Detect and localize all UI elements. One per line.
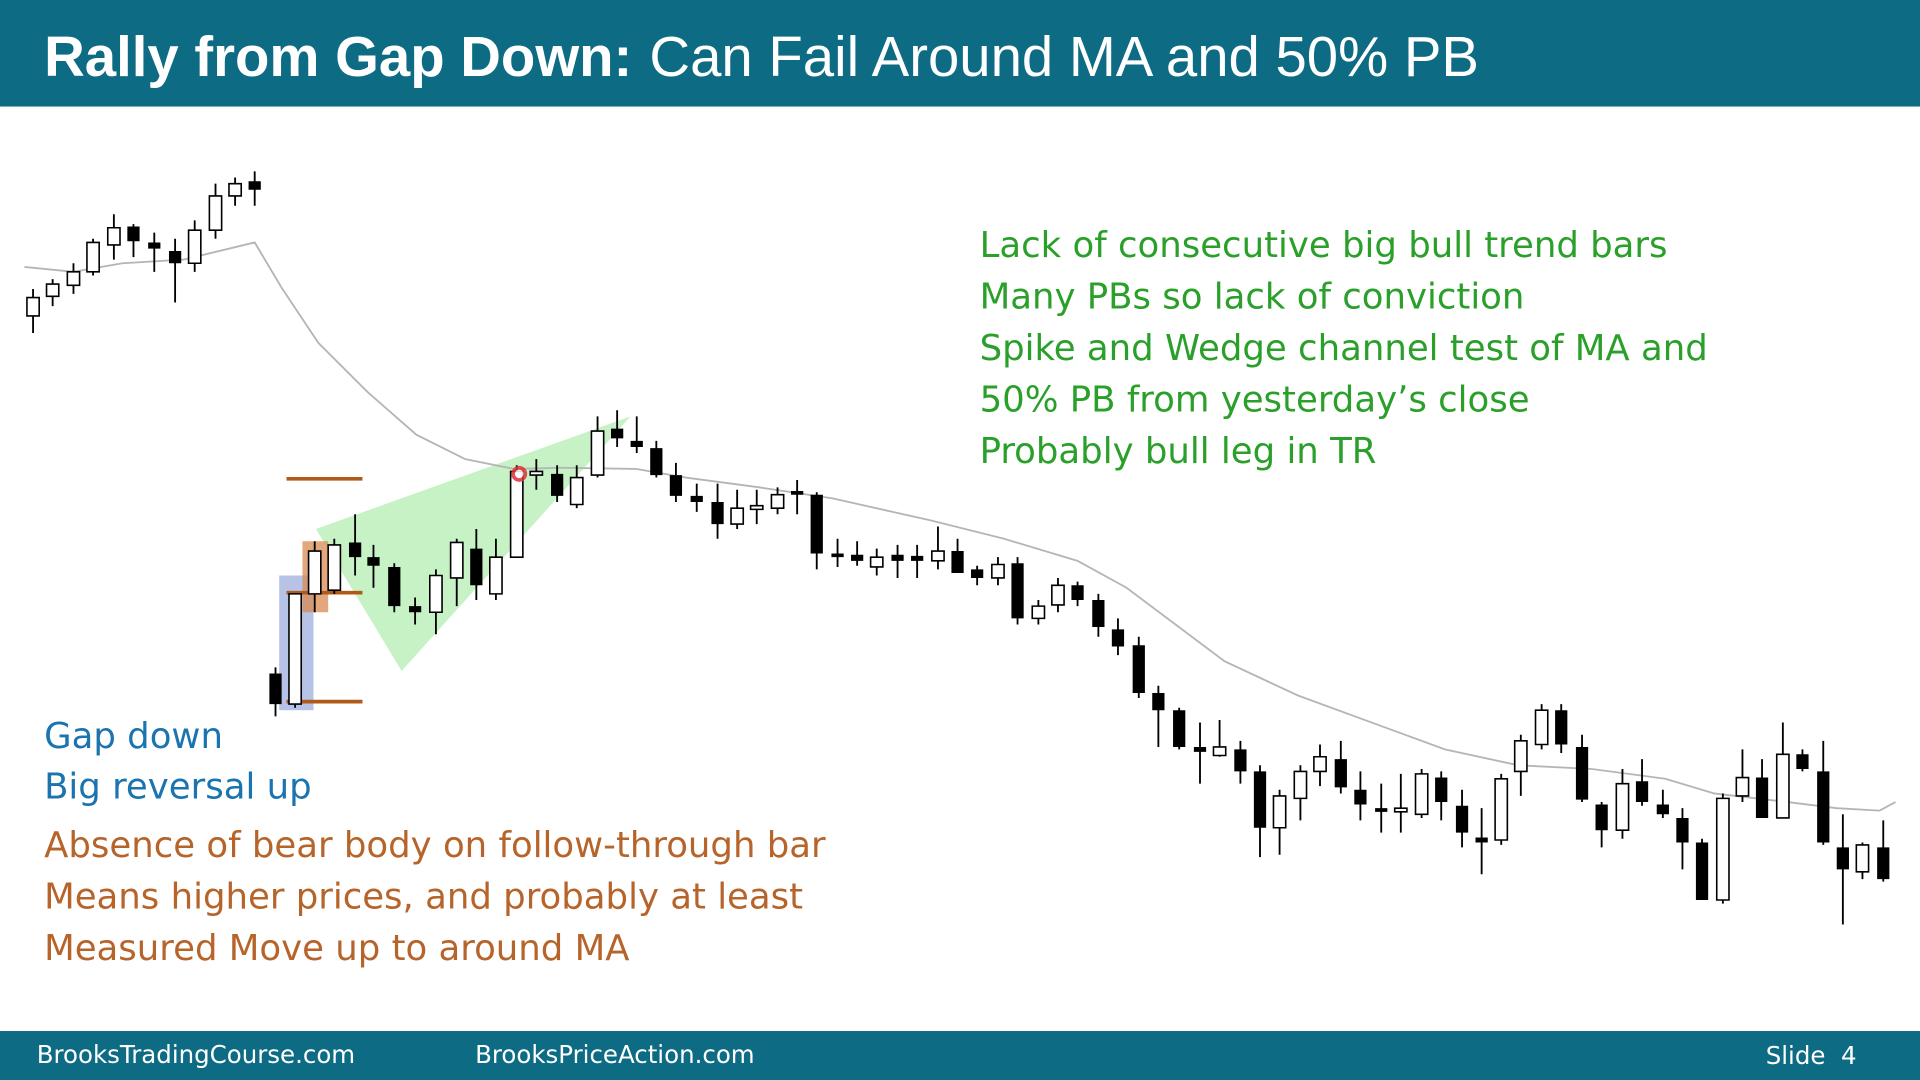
header-bar [0,0,1920,107]
note: Gap down [44,716,223,757]
slide-number: Slide 4 [1766,1041,1857,1070]
note: Many PBs so lack of conviction [980,277,1525,318]
cursor-dot [511,465,528,482]
note: Probably bull leg in TR [980,431,1377,472]
note: Measured Move up to around MA [44,928,629,969]
note: Means higher prices, and probably at lea… [44,877,803,918]
footer-left: BrooksTradingCourse.com [37,1040,355,1069]
orange-notes: Absence of bear body on follow-through b… [44,825,826,969]
note: Spike and Wedge channel test of MA and [980,328,1708,369]
title-rest: Can Fail Around MA and 50% PB [649,25,1479,88]
note: Big reversal up [44,766,312,807]
slide-title: Rally from Gap Down: Can Fail Around MA a… [44,25,1479,88]
green-notes: Lack of consecutive big bull trend bars … [980,225,1708,472]
bull-candle-bodies [26,182,1870,901]
footer: BrooksTradingCourse.com BrooksPriceActio… [37,1040,1857,1070]
blue-notes: Gap down Big reversal up [44,716,312,807]
note: 50% PB from yesterday’s close [980,379,1530,420]
note: Lack of consecutive big bull trend bars [980,225,1668,266]
note: Absence of bear body on follow-through b… [44,825,826,866]
wedge-shade [315,416,631,672]
moving-average [24,241,1896,812]
title-bold: Rally from Gap Down: [44,25,632,88]
footer-bar [0,1031,1920,1080]
footer-center: BrooksPriceAction.com [475,1040,755,1069]
